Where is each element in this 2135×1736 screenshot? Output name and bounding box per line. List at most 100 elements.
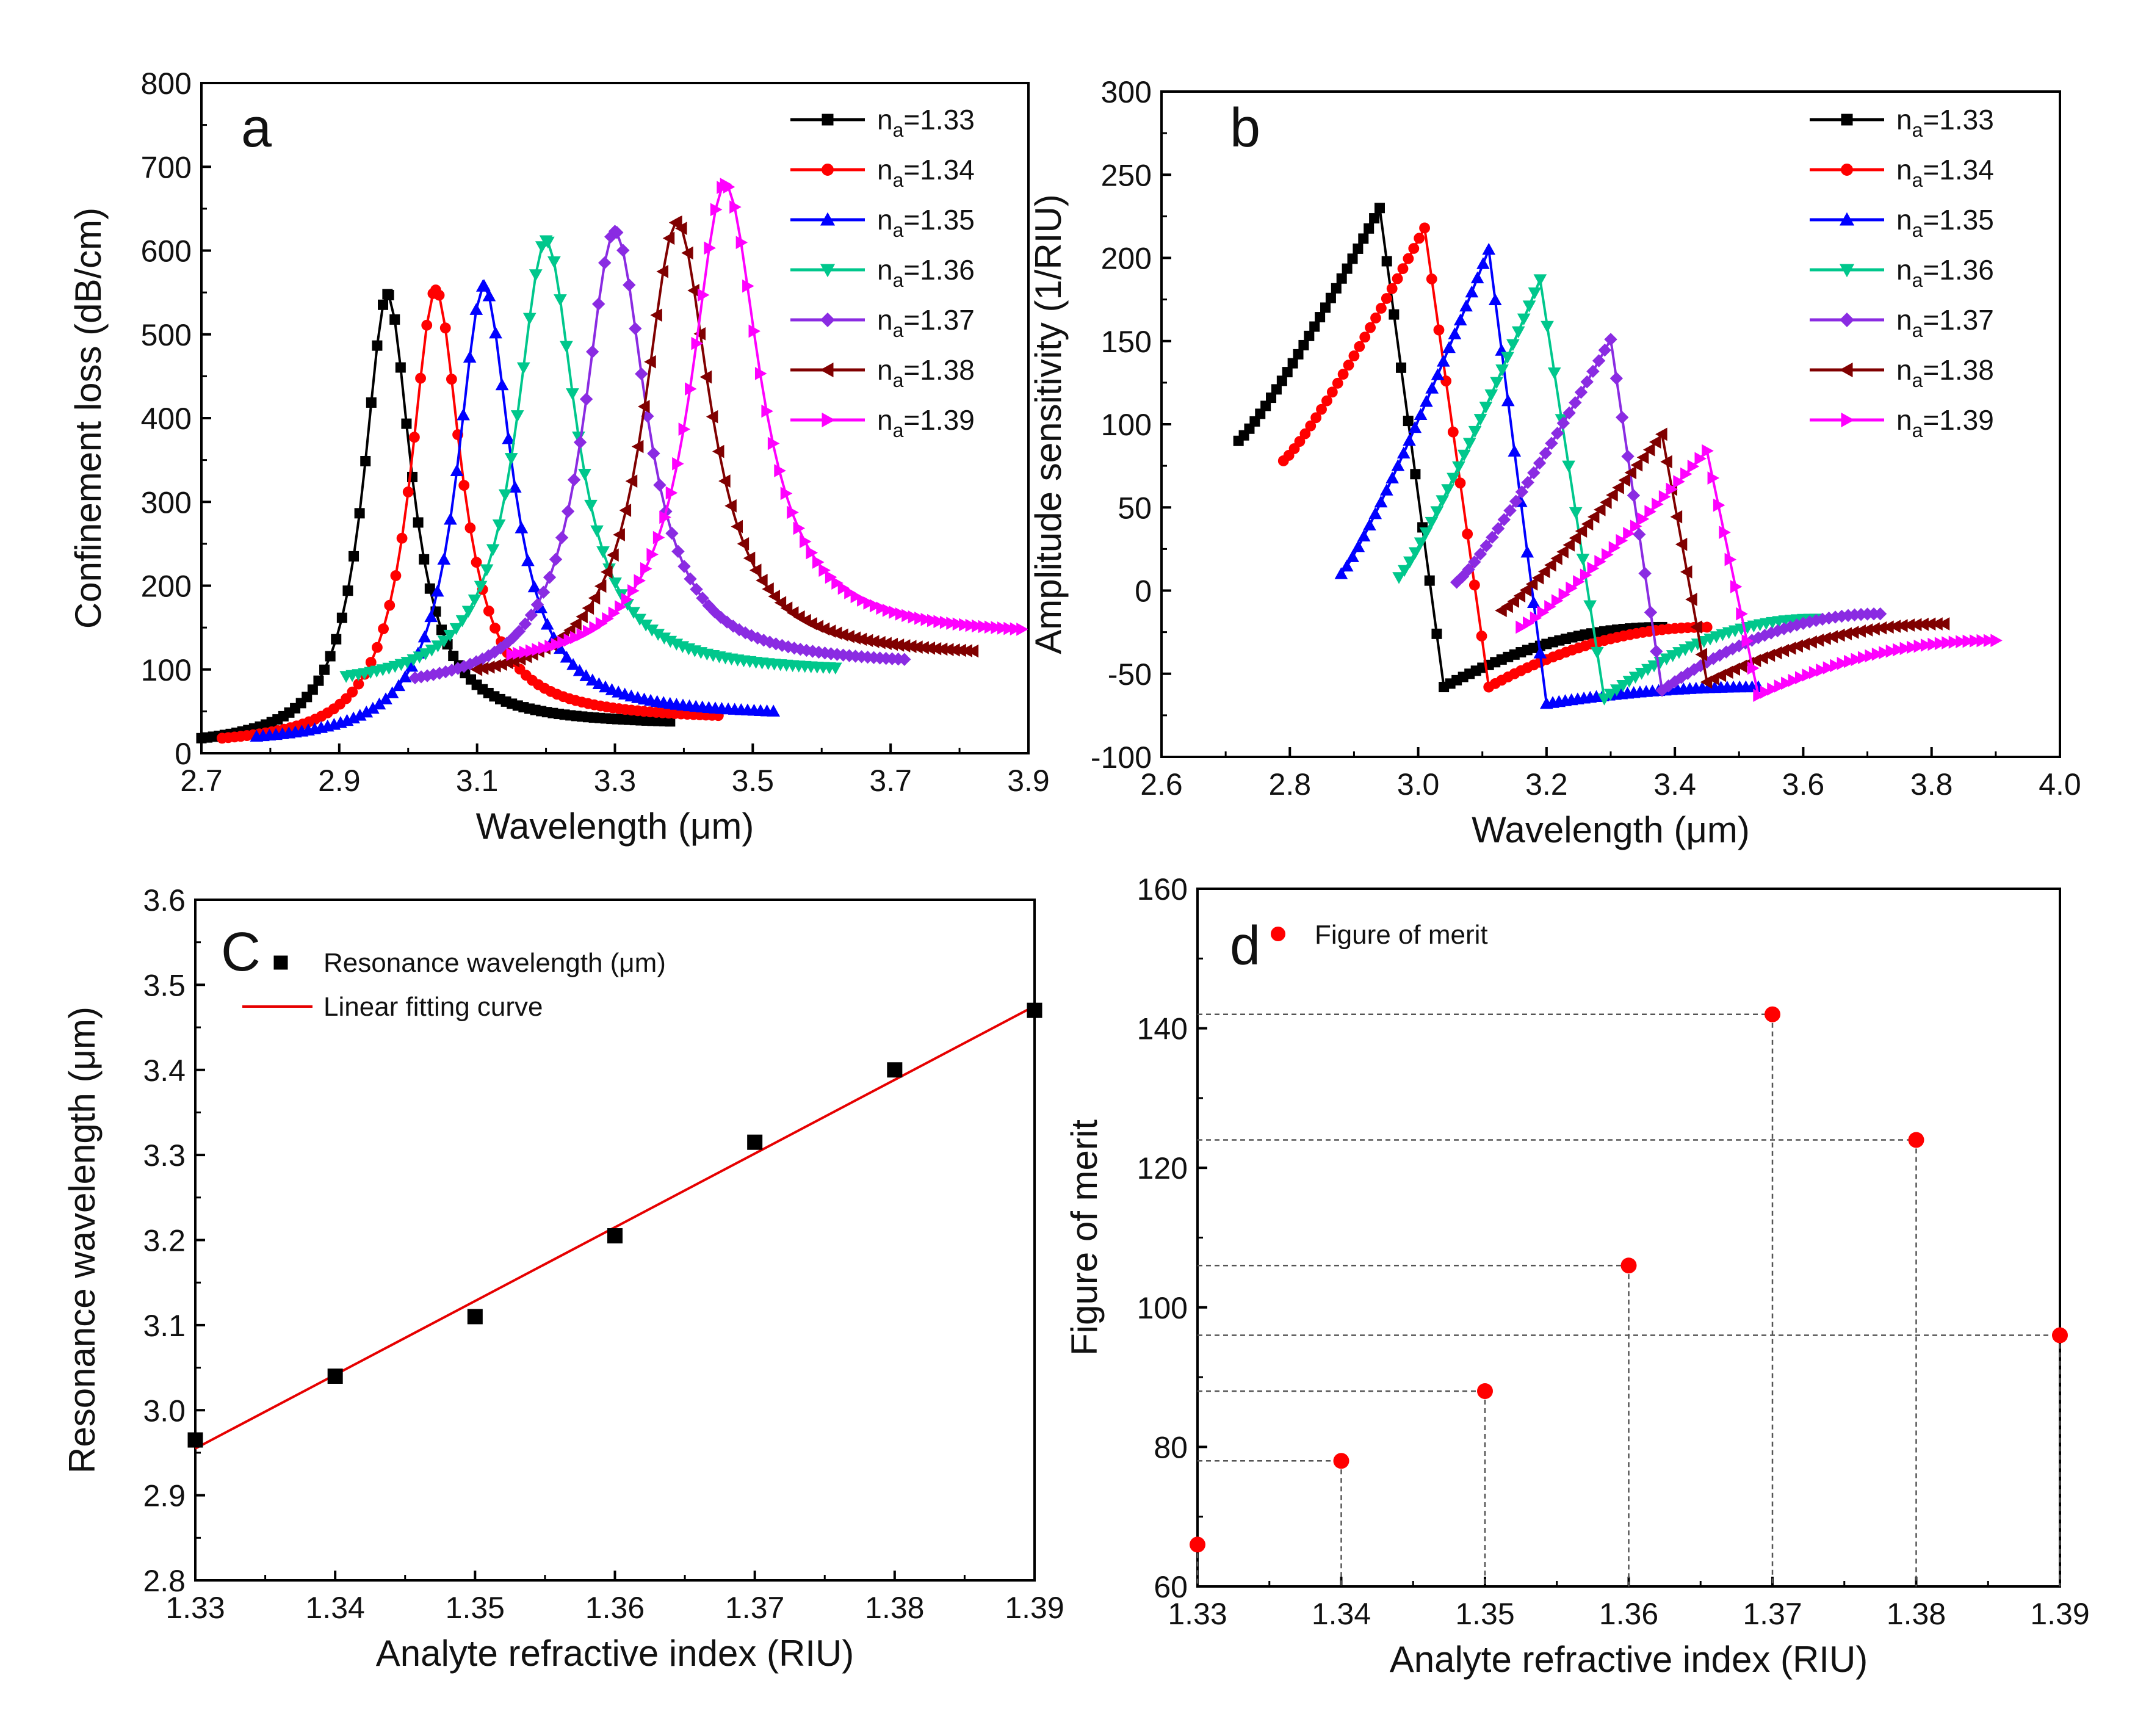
data-point: [1587, 510, 1600, 524]
data-point: [1410, 469, 1421, 480]
data-point: [767, 436, 780, 450]
data-point: [718, 474, 731, 488]
data-point: [895, 607, 908, 621]
data-point: [1575, 524, 1588, 538]
data-point: [825, 570, 837, 584]
data-point: [1465, 285, 1479, 298]
data-point: [599, 680, 612, 693]
data-point: [527, 580, 541, 593]
legend-label: na=1.38: [877, 354, 975, 391]
data-point: [1408, 243, 1420, 254]
legend-label-sub: a: [893, 419, 904, 441]
data-point: [1574, 385, 1588, 399]
legend-label: na=1.37: [1896, 304, 1994, 341]
data-point: [1551, 594, 1564, 607]
data-point: [538, 641, 551, 655]
data-point: [1695, 648, 1708, 662]
data-point: [516, 362, 530, 375]
data-point: [933, 615, 945, 629]
data-point: [1425, 382, 1439, 394]
data-point: [498, 489, 512, 502]
data-point: [1630, 519, 1642, 533]
data-point: [569, 617, 582, 631]
data-point: [430, 584, 444, 597]
data-point: [1533, 456, 1547, 470]
data-point: [1637, 512, 1650, 526]
legend-label-value: =1.33: [903, 104, 974, 136]
data-point: [1627, 488, 1641, 502]
data-point: [1566, 581, 1578, 595]
data-point: [1937, 617, 1950, 631]
legend-marker: [820, 264, 836, 278]
series-line: [1237, 204, 1663, 689]
series-0: [1233, 203, 1667, 693]
data-point: [354, 508, 365, 519]
data-point: [607, 548, 619, 562]
data-point: [1934, 637, 1947, 651]
legend-marker: [1840, 313, 1854, 327]
data-point: [1580, 375, 1594, 389]
data-point: [341, 693, 352, 704]
y-tick-label: 60: [1154, 1570, 1188, 1604]
data-point: [530, 598, 544, 612]
resonance-point: [747, 1134, 763, 1150]
data-point: [665, 486, 678, 500]
y-tick-label: 120: [1137, 1151, 1188, 1185]
data-point: [748, 324, 761, 338]
data-point: [898, 653, 911, 666]
data-point: [684, 572, 697, 586]
legend-label: na=1.37: [877, 304, 975, 341]
legend-label-value: =1.34: [1923, 154, 1993, 186]
data-point: [1497, 513, 1511, 527]
data-point: [1351, 540, 1365, 552]
data-point: [914, 612, 927, 625]
data-point: [477, 279, 491, 291]
data-point: [1624, 466, 1637, 480]
data-point: [1298, 339, 1309, 350]
data-point: [1760, 685, 1772, 699]
data-point: [1003, 621, 1016, 635]
data-point: [1531, 571, 1544, 585]
data-point: [1976, 634, 1989, 648]
data-point: [464, 522, 476, 533]
data-point: [1370, 313, 1381, 324]
legend-label-value: =1.33: [1923, 104, 1993, 136]
data-point: [1767, 682, 1779, 696]
data-point: [419, 648, 433, 660]
data-point: [573, 664, 587, 676]
data-point: [653, 478, 667, 492]
data-point: [1690, 620, 1702, 634]
data-point: [1530, 611, 1542, 625]
legend-label-value: =1.34: [903, 154, 974, 186]
data-point: [540, 617, 554, 630]
legend-label-value: =1.39: [903, 404, 974, 436]
data-point: [1369, 213, 1380, 224]
data-point: [379, 692, 392, 704]
legend-label: na=1.35: [877, 204, 975, 241]
x-axis-label: Analyte refractive index (RIU): [1390, 1639, 1868, 1680]
data-point: [566, 388, 579, 400]
data-point: [1425, 516, 1439, 529]
data-point: [1010, 622, 1022, 636]
x-tick-label: 1.36: [1599, 1597, 1658, 1631]
data-point: [582, 624, 595, 638]
data-point: [595, 617, 608, 631]
data-point: [398, 670, 412, 682]
data-point: [594, 579, 607, 593]
data-point: [1433, 324, 1445, 336]
x-tick-label: 1.34: [1312, 1597, 1371, 1631]
data-point: [1602, 548, 1614, 562]
legend-label-sub: a: [893, 369, 904, 391]
data-point: [1357, 529, 1371, 542]
data-point: [670, 215, 682, 229]
data-point: [1837, 657, 1849, 670]
data-point: [598, 256, 612, 270]
data-point: [1403, 416, 1414, 427]
data-point: [1580, 568, 1592, 582]
data-point: [696, 591, 709, 605]
data-point: [389, 314, 400, 325]
data-point: [1556, 545, 1569, 559]
linear-fit-line: [195, 1005, 1035, 1450]
data-point: [837, 581, 850, 595]
legend-marker: [1841, 412, 1855, 428]
